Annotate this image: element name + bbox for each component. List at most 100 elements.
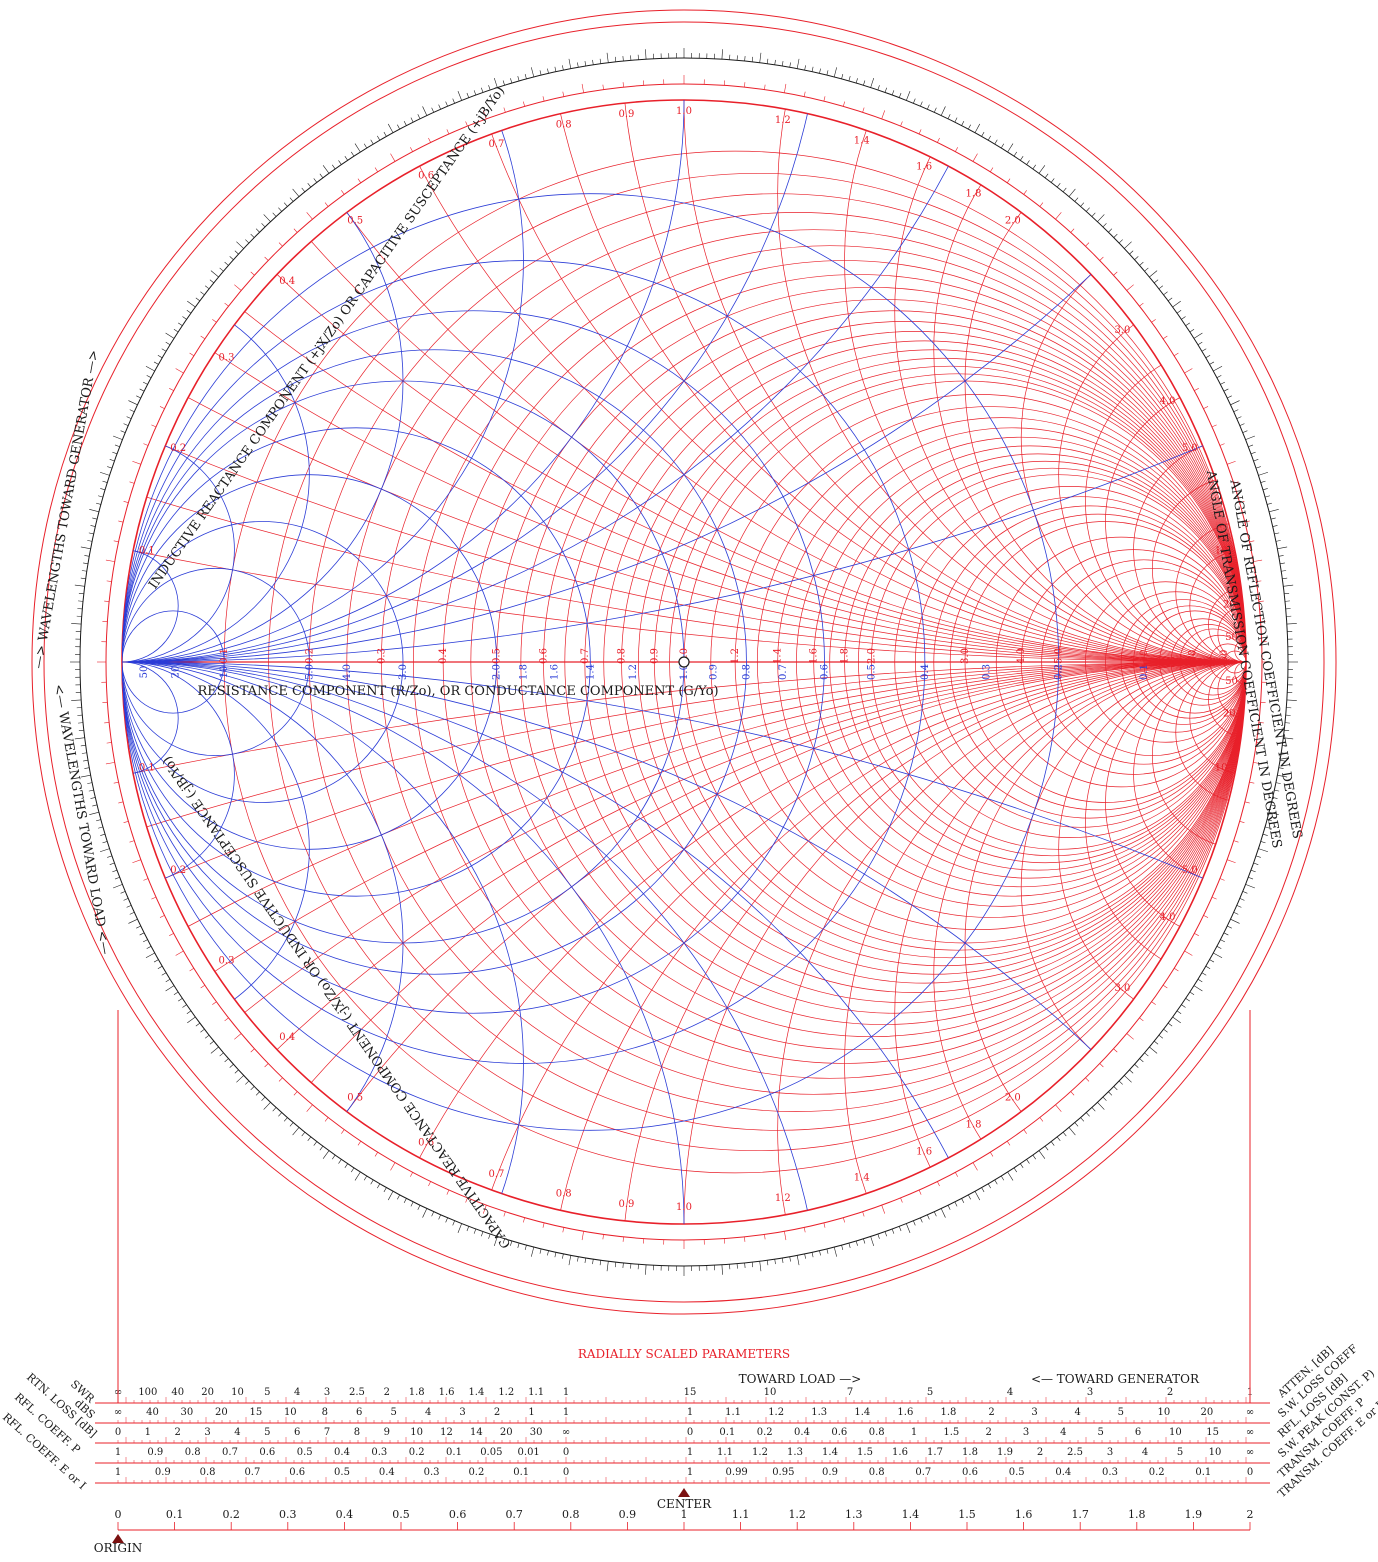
scale-label: 0.3	[424, 1467, 440, 1478]
wavelength-tick	[1119, 1081, 1123, 1084]
scale-label: 0.9	[147, 1447, 163, 1458]
wavelength-tick	[339, 160, 342, 164]
wavelength-tick	[615, 1262, 616, 1267]
scale-label: 0	[687, 1427, 693, 1438]
wavelength-tick	[1248, 445, 1253, 447]
wavelength-tick	[920, 1218, 922, 1223]
wavelength-tick	[555, 1252, 556, 1257]
reactance-value-label: 0.2	[170, 865, 186, 876]
wavelength-tick	[885, 1232, 887, 1237]
angle-tick	[937, 138, 939, 142]
wavelength-tick	[767, 1260, 768, 1265]
angle-tick	[1227, 860, 1235, 863]
wavelength-tick	[1039, 1151, 1045, 1159]
reactance-value-label: 3.0	[1114, 325, 1130, 336]
scale-label: 2	[494, 1407, 500, 1418]
scale-label: 3	[1031, 1407, 1037, 1418]
wavelength-tick	[100, 488, 105, 489]
wavelength-tick	[302, 1132, 305, 1136]
wavelength-tick	[562, 65, 563, 70]
angle-tick	[124, 821, 129, 822]
wavelength-tick	[1284, 593, 1289, 594]
origin-scale-label: 0	[115, 1508, 122, 1521]
scale-label: 1.9	[997, 1447, 1013, 1458]
wavelength-tick	[562, 1254, 563, 1259]
wavelength-tick	[1154, 1041, 1158, 1044]
wavelength-tick	[752, 1262, 753, 1267]
wavelength-tick	[615, 57, 616, 62]
wavelength-tick	[166, 986, 174, 991]
angle-tick	[863, 108, 865, 113]
reactance-value-label: 1.0	[676, 1202, 692, 1213]
wavelength-tick	[75, 738, 85, 739]
wavelength-tick	[84, 555, 89, 556]
wavelength-tick	[1063, 1132, 1066, 1136]
wavelength-tick	[1159, 1035, 1163, 1038]
scale-label: 4	[234, 1427, 240, 1438]
angle-tick	[955, 1172, 957, 1176]
angle-tick	[764, 1234, 765, 1239]
wavelength-tick	[1051, 178, 1054, 182]
wavelength-tick	[1092, 213, 1095, 217]
wavelength-tick	[1129, 251, 1133, 254]
wavelength-tick	[1081, 1118, 1084, 1122]
wavelength-tick	[593, 1259, 594, 1264]
scale-label: 1.7	[927, 1447, 943, 1458]
wavelength-tick	[82, 571, 87, 572]
wavelength-tick	[136, 396, 140, 398]
wavelength-tick	[1256, 856, 1261, 858]
wavelength-tick	[1149, 271, 1157, 277]
scale-label: 1.3	[787, 1447, 803, 1458]
angle-tick	[341, 1130, 344, 1134]
wavelength-tick	[1267, 503, 1272, 504]
wavelength-tick	[1227, 396, 1231, 398]
scale-label: 15	[249, 1407, 262, 1418]
scale-label: 0.99	[726, 1467, 748, 1478]
angle-tick	[1056, 212, 1062, 219]
wavelength-tick	[256, 1092, 260, 1096]
wavelength-tick	[187, 1017, 195, 1023]
wavelength-tick	[1097, 1102, 1104, 1109]
wavelength-tick	[1206, 355, 1210, 358]
angle-tick	[106, 762, 115, 764]
wavelength-tick	[1274, 533, 1279, 534]
reactance-value-label: 4.0	[1160, 912, 1176, 923]
wavelength-tick	[71, 623, 81, 624]
reactance-value-label: 20	[1223, 709, 1236, 720]
origin-pointer	[112, 1534, 124, 1543]
resistance-value-label: 0.7	[580, 648, 591, 664]
angle-tick	[447, 129, 449, 134]
scale-label: 4	[1060, 1427, 1066, 1438]
reactance-arc	[0, 662, 1378, 1558]
reactance-value-label: 0.8	[556, 119, 572, 130]
wavelength-tick	[225, 262, 229, 265]
wavelength-tick	[1202, 349, 1206, 352]
angle-tick	[1100, 1064, 1104, 1067]
scale-label: 20	[201, 1387, 214, 1398]
angle-tick	[1245, 802, 1250, 803]
wavelength-tick	[1246, 884, 1255, 888]
wavelength-tick	[547, 1251, 548, 1256]
angle-tick	[543, 1223, 544, 1228]
wavelength-tick	[355, 144, 360, 152]
wavelength-tick	[722, 1265, 723, 1275]
wavelength-tick	[1280, 563, 1285, 564]
wavelength-tick	[920, 102, 922, 107]
wavelength-tick	[210, 1041, 214, 1044]
angle-tick	[114, 541, 119, 542]
wavelength-tick	[355, 1172, 360, 1180]
wavelength-tick	[1014, 1168, 1017, 1172]
wavelength-tick	[308, 1137, 311, 1141]
origin-scale-label: 0.5	[392, 1508, 410, 1521]
scale-label: ∞	[1246, 1427, 1254, 1438]
wavelength-tick	[899, 1226, 901, 1231]
resistance-value-label: 50	[1219, 650, 1230, 663]
angle-tick	[201, 985, 205, 988]
wavelength-tick	[1001, 1176, 1004, 1180]
wavelength-tick	[1020, 156, 1023, 160]
conductance-value-label: 1.2	[628, 664, 639, 680]
angle-tick	[1152, 1002, 1156, 1005]
scale-label: ∞	[1246, 1447, 1254, 1458]
wavelength-tick	[364, 1176, 367, 1180]
